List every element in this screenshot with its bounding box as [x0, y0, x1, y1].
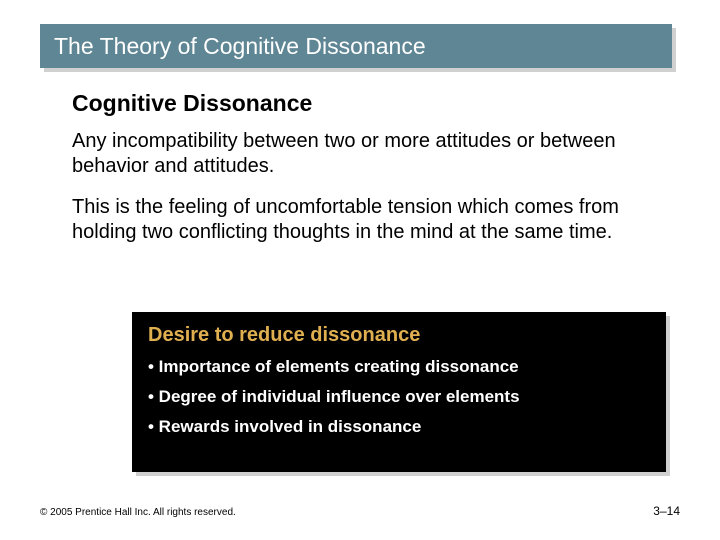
sub-box-heading: Desire to reduce dissonance [148, 324, 650, 347]
title-bar-text: The Theory of Cognitive Dissonance [54, 33, 426, 60]
content-area: Cognitive Dissonance Any incompatibility… [72, 90, 652, 261]
bullet-item: • Degree of individual influence over el… [148, 387, 650, 407]
content-paragraph-1: Any incompatibility between two or more … [72, 129, 652, 179]
content-paragraph-2: This is the feeling of uncomfortable ten… [72, 195, 652, 245]
content-heading: Cognitive Dissonance [72, 90, 652, 117]
footer-copyright: © 2005 Prentice Hall Inc. All rights res… [40, 507, 236, 518]
footer-page-number: 3–14 [653, 504, 680, 518]
bullet-item: • Rewards involved in dissonance [148, 417, 650, 437]
bullet-item: • Importance of elements creating disson… [148, 357, 650, 377]
title-bar: The Theory of Cognitive Dissonance [40, 24, 672, 68]
sub-box: Desire to reduce dissonance • Importance… [132, 312, 666, 472]
